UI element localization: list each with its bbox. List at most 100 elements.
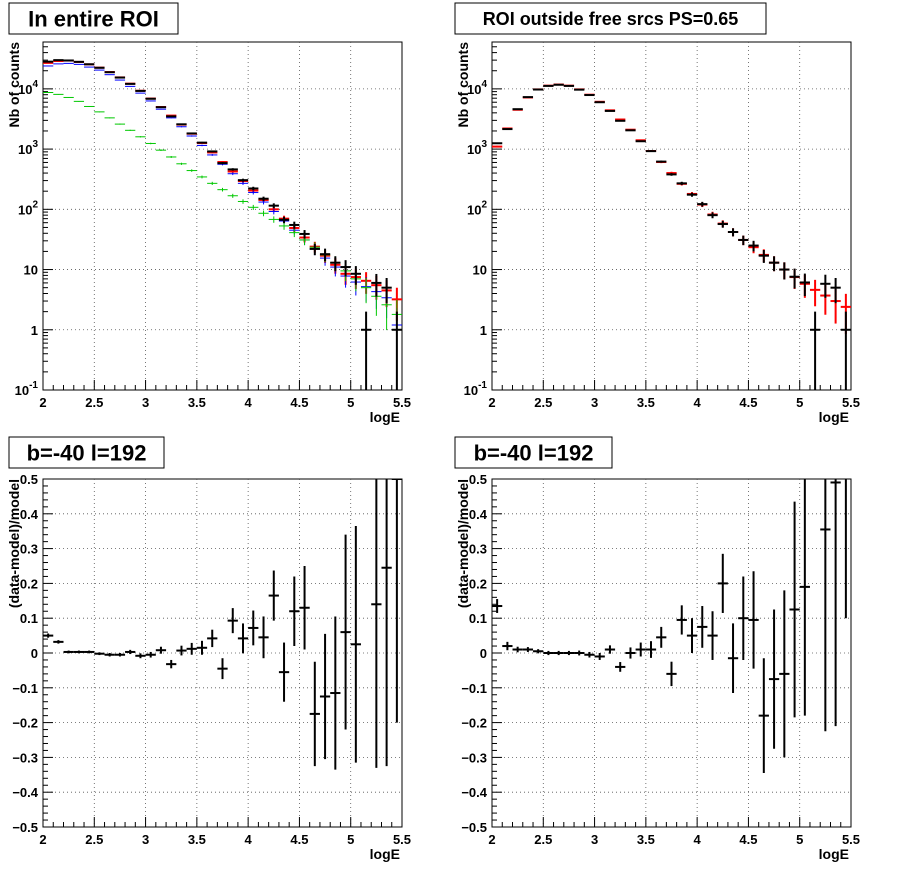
x-tick-label: 2.5 — [85, 832, 103, 847]
data-point — [299, 566, 310, 650]
data-point — [227, 172, 238, 176]
data-point — [768, 609, 780, 749]
data-point — [615, 662, 626, 672]
data-point — [135, 136, 146, 138]
data-point — [73, 100, 85, 102]
y-tick-label: 102 — [467, 199, 487, 217]
y-tick-label: −0.3 — [12, 750, 38, 765]
data-point — [666, 173, 677, 176]
data-point — [512, 646, 523, 653]
data-point — [176, 162, 187, 165]
data-point — [717, 220, 728, 228]
data-point — [145, 100, 156, 102]
data-point — [155, 149, 167, 152]
data-point — [237, 623, 249, 654]
y-tick-label: 0.2 — [20, 576, 38, 591]
data-point — [217, 658, 228, 680]
data-point — [73, 650, 85, 654]
title-box — [454, 436, 613, 469]
data-point — [686, 192, 698, 197]
data-point — [176, 126, 187, 128]
title-text: b=-40 l=192 — [474, 440, 594, 465]
data-point — [584, 651, 595, 658]
y-tick-label: 0.5 — [20, 472, 38, 487]
title-text: In entire ROI — [28, 6, 159, 31]
y-tick-label: 0.1 — [469, 611, 487, 626]
data-point — [615, 119, 626, 122]
data-point — [492, 145, 503, 148]
y-tick-label: 104 — [467, 79, 487, 97]
data-point — [53, 93, 64, 95]
data-point — [145, 142, 156, 145]
data-point — [63, 96, 74, 98]
chart-title: ROI outside free srcs PS=0.65 — [454, 2, 767, 35]
title-box — [8, 436, 165, 469]
data-point — [533, 88, 544, 91]
data-point — [381, 278, 392, 304]
x-tick-label: 3.5 — [188, 395, 206, 410]
data-point — [186, 169, 197, 172]
x-tick-label: 3.5 — [637, 395, 655, 410]
data-point — [391, 311, 402, 390]
data-point — [656, 626, 667, 648]
y-tick-label: −0.2 — [461, 716, 487, 731]
chart-title: b=-40 l=192 — [8, 436, 165, 469]
x-axis-label: logE — [370, 409, 400, 425]
data-point — [738, 576, 749, 660]
data-point — [207, 154, 218, 156]
x-tick-label: 2 — [39, 832, 46, 847]
y-axis-label: (data-model)/model — [455, 479, 471, 608]
y-tick-label: 10-1 — [464, 380, 488, 398]
data-point — [768, 256, 780, 272]
x-tick-label: 2.5 — [85, 395, 103, 410]
data-point — [196, 175, 208, 179]
data-point — [553, 650, 564, 656]
data-point — [604, 645, 616, 654]
data-layer — [492, 83, 851, 390]
y-tick-label: −0.1 — [12, 681, 38, 696]
data-point — [635, 140, 646, 143]
data-point — [207, 150, 218, 153]
x-axis-label: logE — [819, 846, 849, 862]
x-tick-label: 2 — [488, 395, 495, 410]
data-point — [625, 647, 636, 659]
data-point — [125, 649, 136, 655]
data-point — [248, 186, 259, 191]
x-axis-label: logE — [370, 846, 400, 862]
data-point — [309, 661, 320, 767]
y-tick-label: 0.4 — [469, 507, 488, 522]
data-point — [727, 623, 739, 694]
data-point — [717, 553, 728, 613]
data-point — [371, 479, 382, 768]
data-point — [830, 278, 841, 304]
data-point — [309, 243, 320, 256]
title-box — [454, 2, 767, 35]
y-tick-label: 0.1 — [20, 611, 38, 626]
data-layer — [492, 479, 847, 774]
data-point — [196, 144, 208, 147]
data-point — [758, 658, 769, 774]
y-tick-label: 102 — [18, 199, 38, 217]
x-tick-label: 4 — [694, 832, 702, 847]
data-point — [248, 190, 259, 195]
y-axis-label: (data-model)/model — [6, 479, 22, 608]
data-point — [114, 653, 126, 657]
x-tick-label: 3.5 — [188, 832, 206, 847]
plot-frame — [491, 41, 852, 391]
data-point — [492, 142, 503, 145]
data-point — [604, 109, 616, 112]
data-point — [820, 479, 831, 732]
data-point — [268, 570, 279, 621]
data-layer — [43, 479, 402, 770]
data-point — [584, 94, 595, 97]
x-tick-label: 3 — [591, 832, 598, 847]
y-tick-label: 1 — [31, 323, 38, 338]
data-point — [186, 135, 197, 137]
data-point — [186, 132, 197, 135]
data-point — [391, 479, 402, 723]
data-point — [104, 653, 115, 657]
data-point — [237, 199, 249, 204]
data-point — [43, 92, 54, 94]
